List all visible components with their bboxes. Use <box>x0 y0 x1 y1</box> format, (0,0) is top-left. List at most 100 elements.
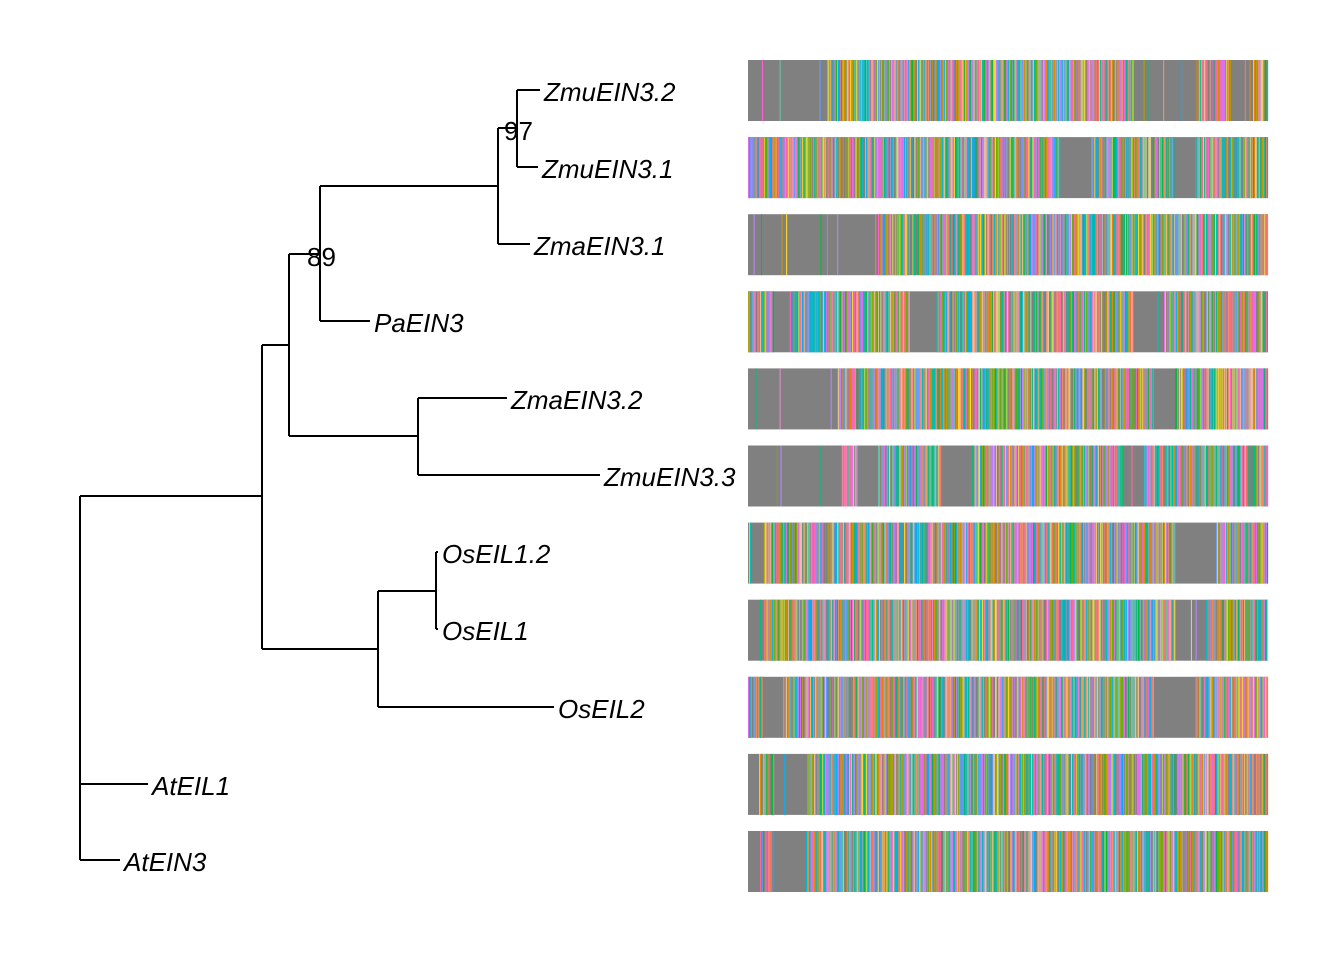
residue-column <box>1153 831 1155 892</box>
residue-column <box>1202 214 1204 276</box>
residue-column <box>1208 831 1210 892</box>
residue-column <box>1058 753 1060 815</box>
residue-column <box>991 676 993 738</box>
residue-column <box>1020 291 1022 353</box>
residue-column <box>859 522 861 584</box>
residue-column <box>1008 445 1010 507</box>
residue-column <box>842 445 844 507</box>
residue-column <box>889 291 891 353</box>
residue-column <box>1228 599 1230 661</box>
residue-column <box>1103 522 1105 584</box>
residue-column <box>1237 214 1239 276</box>
residue-column <box>1219 445 1221 507</box>
residue-column <box>1047 60 1049 121</box>
residue-column <box>868 60 870 121</box>
residue-column <box>984 291 986 353</box>
residue-column <box>1040 60 1042 121</box>
residue-column <box>882 291 884 353</box>
residue-column <box>840 291 842 353</box>
residue-column <box>1022 445 1024 507</box>
residue-column <box>814 753 816 815</box>
residue-column <box>1011 368 1013 430</box>
residue-column <box>760 291 762 353</box>
residue-column <box>1256 137 1258 199</box>
residue-column <box>1069 676 1071 738</box>
residue-column <box>1106 676 1108 738</box>
residue-column <box>902 368 904 430</box>
residue-column <box>897 291 899 353</box>
residue-column <box>1062 60 1064 121</box>
residue-column <box>873 291 875 353</box>
residue-column <box>1229 753 1231 815</box>
residue-column <box>916 676 918 738</box>
residue-column <box>1168 599 1170 661</box>
residue-column <box>980 676 982 738</box>
residue-column <box>1074 214 1076 276</box>
residue-column <box>1163 753 1165 815</box>
residue-column <box>960 522 962 584</box>
residue-column <box>850 291 852 353</box>
residue-column <box>829 291 831 353</box>
residue-column <box>1193 445 1195 507</box>
residue-column <box>1087 291 1089 353</box>
residue-column <box>1124 60 1126 121</box>
residue-column <box>829 831 831 892</box>
residue-column <box>1108 831 1110 892</box>
residue-column <box>893 368 895 430</box>
residue-column <box>799 676 801 738</box>
residue-column <box>941 137 943 199</box>
residue-column <box>1065 676 1067 738</box>
residue-column <box>1180 368 1182 430</box>
residue-column <box>888 599 890 661</box>
residue-column <box>972 522 974 584</box>
residue-column <box>890 214 892 276</box>
residue-column <box>896 214 898 276</box>
residue-column <box>855 291 857 353</box>
residue-column <box>1217 522 1219 584</box>
residue-column <box>1140 676 1142 738</box>
residue-column <box>1262 60 1264 121</box>
residue-column <box>1164 291 1167 353</box>
residue-column <box>1216 445 1218 507</box>
residue-column <box>984 445 986 507</box>
residue-column <box>965 60 967 121</box>
residue-column <box>1219 137 1221 199</box>
residue-column <box>1053 445 1055 507</box>
residue-column <box>1047 368 1049 430</box>
residue-column <box>930 599 932 661</box>
residue-column <box>1091 291 1093 353</box>
residue-column <box>982 368 984 430</box>
residue-column <box>1028 753 1030 815</box>
residue-column <box>1121 445 1123 507</box>
residue-column <box>875 599 877 661</box>
residue-column <box>1061 368 1063 430</box>
residue-column <box>1165 599 1167 661</box>
residue-column <box>953 831 955 892</box>
residue-column <box>1055 445 1057 507</box>
residue-column <box>1066 599 1068 661</box>
residue-column <box>938 214 940 276</box>
residue-column <box>1078 522 1080 584</box>
residue-column <box>1071 522 1073 584</box>
residue-column <box>1069 214 1071 276</box>
residue-column <box>838 60 840 121</box>
residue-column <box>1088 676 1090 738</box>
residue-column <box>818 599 820 661</box>
residue-column <box>1012 137 1014 199</box>
residue-column <box>913 522 915 584</box>
residue-column <box>906 368 908 430</box>
residue-column <box>893 522 895 584</box>
residue-column <box>891 753 893 815</box>
residue-column <box>981 676 983 738</box>
residue-column <box>1263 60 1265 121</box>
residue-column <box>1142 676 1144 738</box>
residue-column <box>1210 214 1212 276</box>
residue-column <box>826 753 828 815</box>
residue-column <box>951 368 953 430</box>
residue-column <box>1003 291 1005 353</box>
residue-column <box>1230 522 1232 584</box>
residue-column <box>1151 137 1153 199</box>
residue-column <box>850 522 852 584</box>
residue-column <box>822 137 824 199</box>
residue-column <box>1190 753 1192 815</box>
